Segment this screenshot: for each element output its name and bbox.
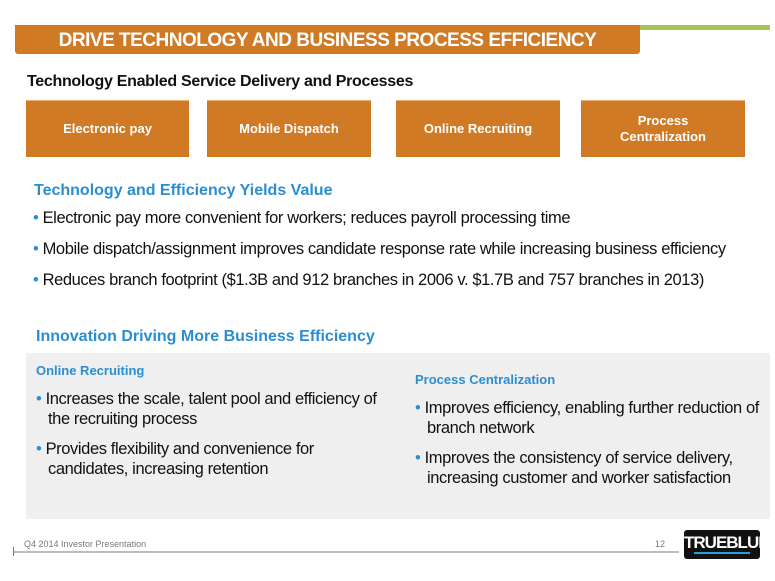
- process-centralization-bullets: • Improves efficiency, enabling further …: [415, 398, 765, 488]
- process-centralization-heading: Process Centralization: [415, 372, 556, 387]
- footer-divider: [14, 551, 679, 553]
- online-recruiting-heading: Online Recruiting: [36, 363, 145, 378]
- bullet: • Electronic pay more convenient for wor…: [33, 209, 571, 227]
- box-electronic-pay: Electronic pay: [26, 100, 189, 157]
- subtitle: Technology Enabled Service Delivery and …: [27, 73, 414, 90]
- footer-text: Q4 2014 Investor Presentation: [24, 539, 147, 549]
- bullet: • Improves efficiency, enabling further …: [415, 399, 759, 437]
- accent-line: [640, 25, 770, 30]
- trueblue-logo: TRUEBLUE: [684, 530, 770, 559]
- bullet: • Improves the consistency of service de…: [415, 449, 733, 487]
- box-mobile-dispatch: Mobile Dispatch: [207, 100, 371, 157]
- page-number: 12: [655, 539, 666, 549]
- footer-tick: [13, 547, 14, 556]
- bullet: • Reduces branch footprint ($1.3B and 91…: [33, 271, 704, 289]
- innovation-panel: [26, 353, 770, 519]
- box-online-recruiting: Online Recruiting: [396, 100, 560, 157]
- bullet: • Increases the scale, talent pool and e…: [36, 390, 377, 428]
- bullet: • Provides flexibility and convenience f…: [36, 440, 314, 478]
- bullet: • Mobile dispatch/assignment improves ca…: [33, 240, 726, 258]
- slide-title: DRIVE TECHNOLOGY AND BUSINESS PROCESS EF…: [15, 25, 640, 54]
- section2-heading: Innovation Driving More Business Efficie…: [36, 328, 375, 345]
- section1-heading: Technology and Efficiency Yields Value: [34, 182, 333, 199]
- box-process-centralization: Process Centralization: [581, 100, 745, 157]
- online-recruiting-bullets: • Increases the scale, talent pool and e…: [36, 389, 386, 479]
